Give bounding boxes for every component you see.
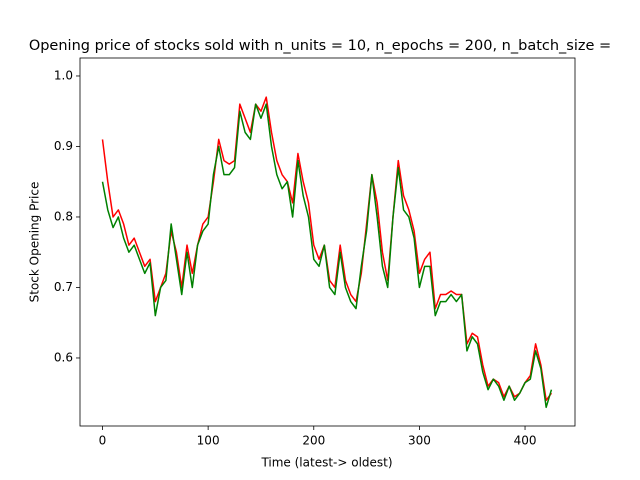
y-tick-label: 0.9 — [54, 139, 73, 153]
x-tick-label: 300 — [408, 434, 431, 448]
x-tick-label: 400 — [514, 434, 537, 448]
y-tick-label: 0.6 — [54, 350, 73, 364]
plot-frame — [79, 57, 576, 427]
y-tick-label: 0.7 — [54, 280, 73, 294]
x-tick-label: 0 — [99, 434, 107, 448]
y-tick-label: 0.8 — [54, 209, 73, 223]
x-tick-label: 100 — [197, 434, 220, 448]
x-tick-label: 200 — [302, 434, 325, 448]
y-axis-label: Stock Opening Price — [28, 182, 42, 303]
series-line — [101, 103, 553, 409]
x-axis-label: Time (latest-> oldest) — [260, 456, 392, 470]
chart-title: Opening price of stocks sold with n_unit… — [29, 38, 611, 54]
y-tick-label: 1.0 — [54, 68, 73, 82]
